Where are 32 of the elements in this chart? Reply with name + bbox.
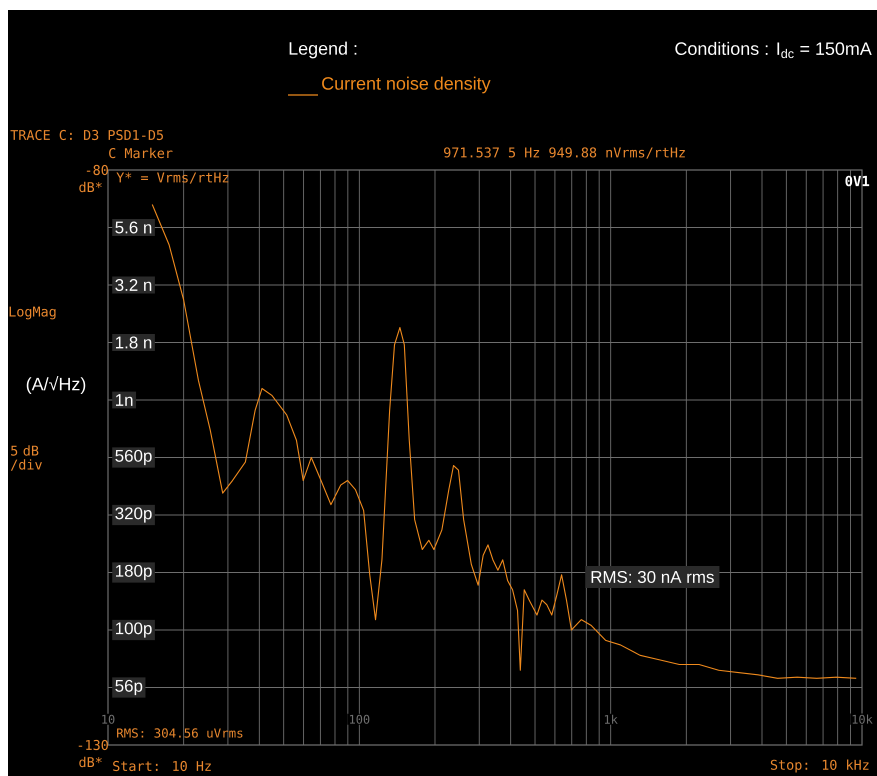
text: 971.537 5 Hz 949.88 nVrms/rtHz: [444, 147, 685, 159]
legend-title: Legend :: [290, 42, 356, 58]
text: dB*: [79, 182, 102, 192]
x-tick-label: 10k: [852, 714, 873, 724]
y-tick-label: -130: [78, 740, 108, 750]
annotation: 320p: [115, 507, 152, 523]
annotation: Y* = Vrms/rtHz: [116, 172, 228, 184]
chart-title: Conditions : I$_{dc}$ = 150mA: [675, 42, 872, 58]
text: dB*: [79, 756, 102, 768]
annotation: 1n: [116, 394, 132, 406]
legend-label: Current noise density: [322, 76, 491, 94]
text: TRACE C: D3 PSD1-D5: [10, 130, 163, 140]
text: LogMag: [10, 306, 56, 320]
text: 5 dB /div: [10, 445, 42, 471]
y-axis-title: (A/√Hz): [26, 376, 86, 394]
y-tick-label: -80: [86, 164, 108, 176]
x-tick-label: 100: [350, 714, 370, 724]
annotation: 3.2 n: [115, 278, 152, 291]
annotation: 180p: [116, 564, 152, 580]
annotation: 100p: [116, 622, 152, 638]
text: C Marker: [109, 148, 172, 158]
annotation: 1.8 n: [116, 336, 152, 348]
annotation: RMS: 30 nA rms: [592, 571, 714, 583]
annotation: RMS: 304.56 uVrms: [117, 728, 242, 738]
annotation: 0V1: [845, 176, 870, 186]
text: Stop: 10 kHz: [770, 759, 869, 773]
annotation: 560p: [115, 450, 152, 466]
x-tick-label: 10: [102, 714, 114, 724]
text: Start: 10 Hz: [113, 760, 211, 772]
x-tick-label: 1k: [604, 714, 618, 724]
annotation: 5.6 n: [115, 221, 152, 234]
annotation: 56p: [115, 680, 142, 696]
